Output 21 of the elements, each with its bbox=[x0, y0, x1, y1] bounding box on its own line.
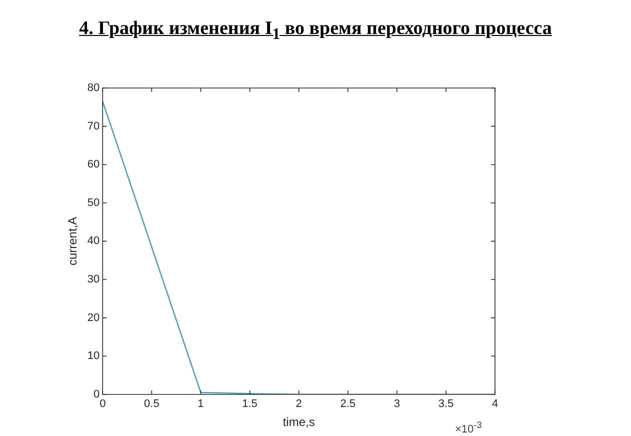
x-tick-label: 1 bbox=[198, 398, 204, 410]
x-tick-label: 0.5 bbox=[144, 398, 160, 410]
x-axis-title: time,s bbox=[282, 415, 315, 430]
y-tick-label: 30 bbox=[87, 274, 100, 286]
y-tick-label: 70 bbox=[87, 120, 100, 132]
x-tick-label: 1.5 bbox=[242, 398, 258, 410]
y-tick-label: 0 bbox=[94, 388, 100, 400]
chart-title: 4. График изменения I$_{1}$ во время переходного процесса bbox=[78, 18, 553, 44]
y-tick-label: 40 bbox=[87, 235, 100, 248]
y-tick-label: 60 bbox=[87, 158, 100, 171]
x-tick-label: 4 bbox=[492, 398, 498, 410]
y-tick-label: 20 bbox=[87, 312, 100, 324]
x-tick-label: 3.5 bbox=[438, 398, 454, 410]
x-tick-label: 2 bbox=[296, 398, 302, 410]
y-tick-label: 80 bbox=[87, 82, 100, 94]
y-tick-label: 10 bbox=[87, 350, 100, 362]
y-axis-title: current,A bbox=[66, 216, 80, 266]
text: ×10$^{-3}$ bbox=[455, 420, 482, 436]
y-tick-label: 50 bbox=[87, 196, 100, 209]
x-tick-label: 2.5 bbox=[340, 398, 356, 410]
x-tick-label: 3 bbox=[394, 398, 400, 410]
